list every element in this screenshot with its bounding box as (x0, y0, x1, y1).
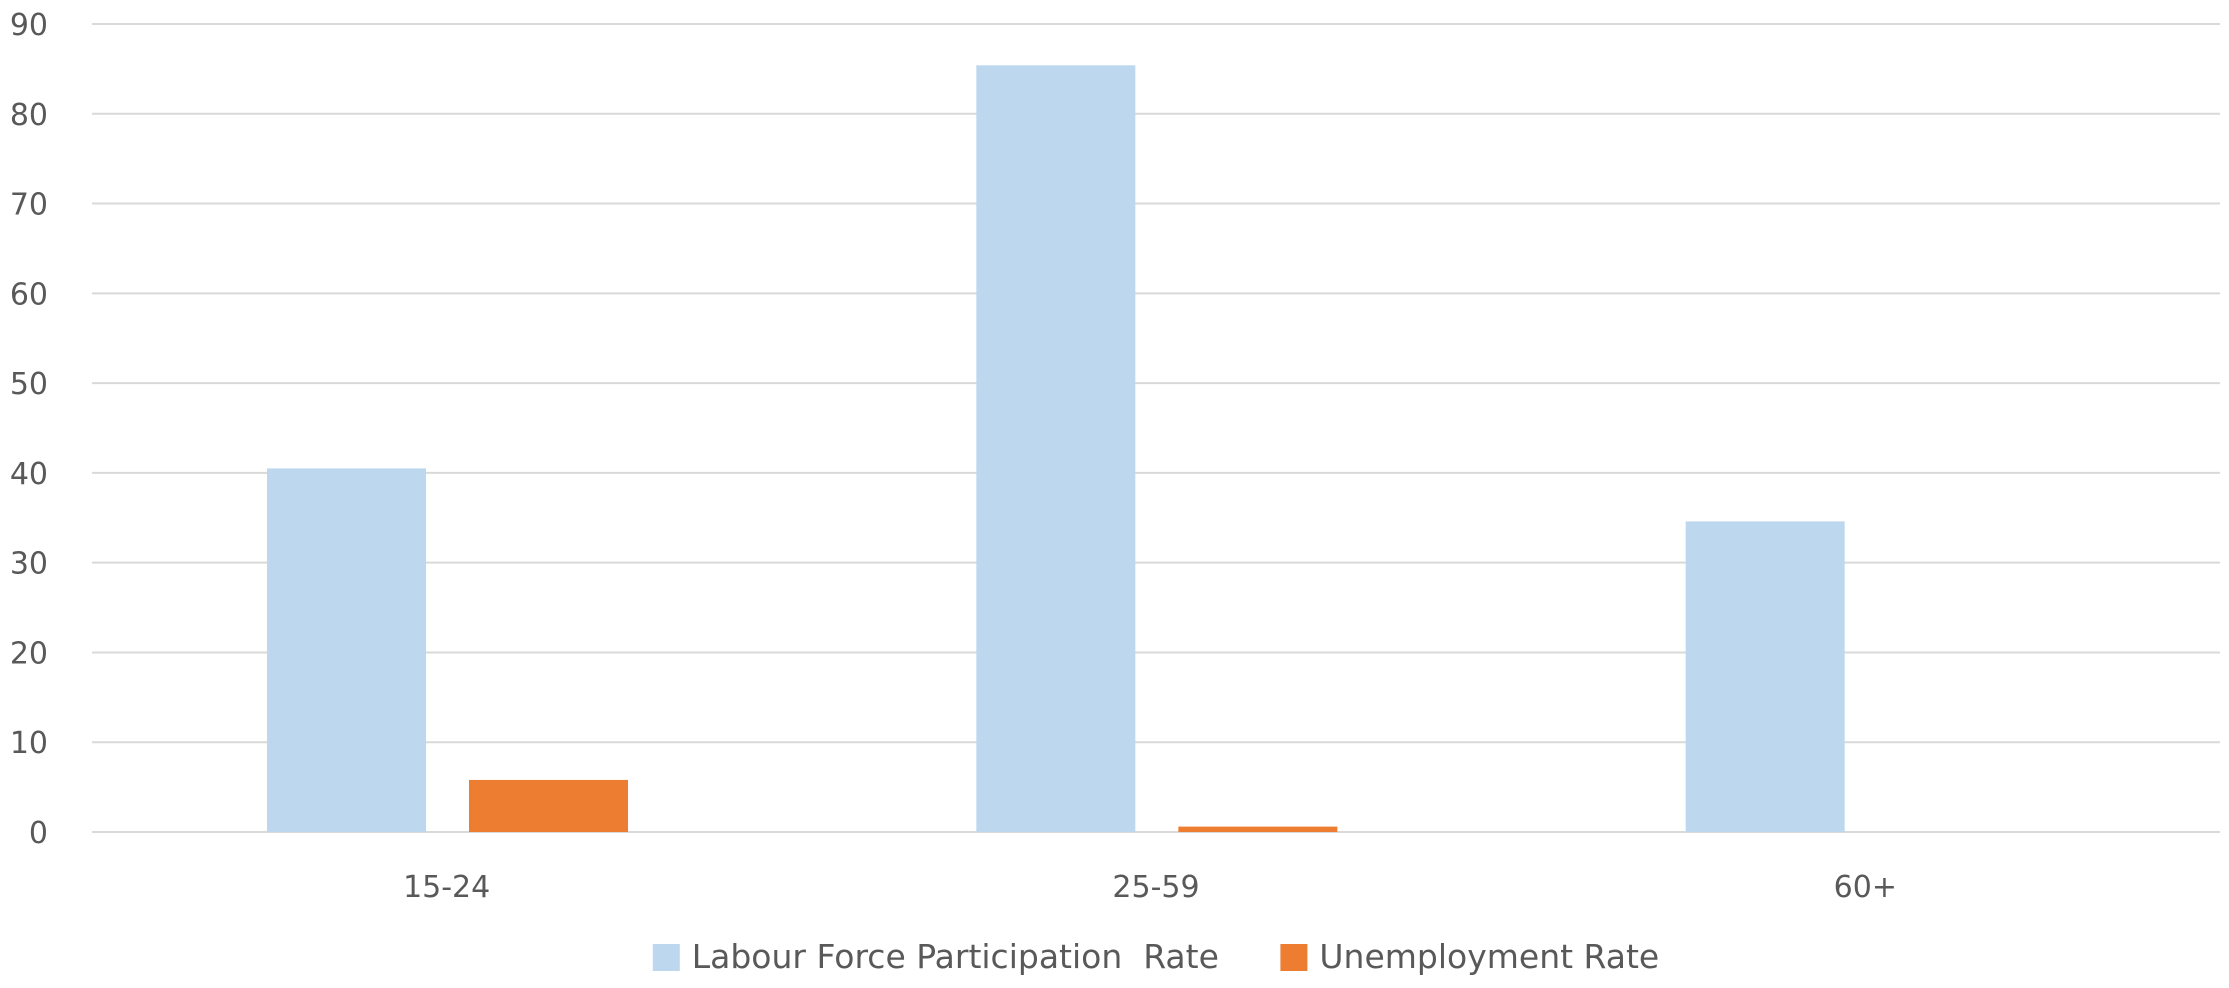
bar-60+-series-0 (1685, 521, 1845, 832)
bar-15-24-series-0 (267, 468, 426, 832)
y-tick-label: 90 (10, 8, 48, 43)
x-axis-tick-labels: 15-24 25-59 60+ (403, 870, 1897, 905)
legend-label-series-0: Labour Force Participation Rate (692, 937, 1219, 976)
legend-swatch-series-1 (1280, 944, 1308, 971)
y-tick-label: 30 (10, 547, 48, 582)
x-tick-label: 15-24 (403, 870, 490, 905)
x-tick-label: 60+ (1834, 870, 1897, 905)
legend-swatch-series-0 (652, 944, 680, 971)
y-tick-label: 20 (10, 636, 48, 671)
bar-25-59-series-0 (976, 65, 1136, 832)
x-tick-label: 25-59 (1112, 870, 1199, 905)
y-tick-label: 0 (29, 816, 48, 851)
y-tick-label: 60 (10, 277, 48, 312)
legend-label-series-1: Unemployment Rate (1319, 937, 1659, 976)
bar-15-24-series-1 (469, 779, 628, 832)
y-axis-tick-labels: 0 10 20 30 40 50 60 70 80 90 (10, 8, 48, 851)
y-tick-label: 70 (10, 188, 48, 223)
bar-25-59-series-1 (1178, 826, 1338, 832)
legend: Labour Force Participation Rate Unemploym… (652, 937, 1659, 976)
y-tick-label: 10 (10, 726, 48, 761)
bars (267, 65, 1845, 832)
y-tick-label: 40 (10, 457, 48, 492)
y-tick-label: 80 (10, 98, 48, 133)
y-tick-label: 50 (10, 367, 48, 402)
gridlines (92, 23, 2220, 833)
